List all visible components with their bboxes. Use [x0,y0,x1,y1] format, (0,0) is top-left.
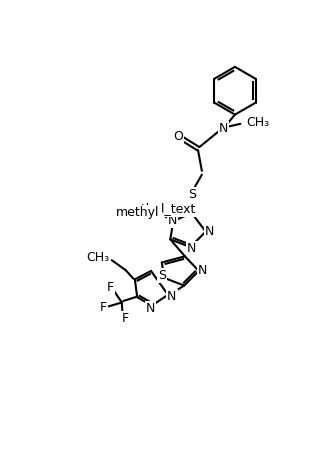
Text: CH₃: CH₃ [86,251,109,264]
Text: methyl: methyl [162,212,167,213]
Text: S: S [188,188,196,201]
Text: CH₃: CH₃ [247,116,270,129]
Text: F: F [122,312,129,325]
Text: N: N [187,242,196,255]
Text: methyl: methyl [118,204,157,213]
Text: methyl: methyl [116,206,160,219]
Text: N: N [205,225,214,238]
Text: N: N [219,122,228,135]
Text: F: F [107,281,114,295]
Text: S: S [158,269,166,282]
Text: N: N [198,265,207,278]
Text: O: O [173,130,183,142]
Text: N: N [168,214,177,227]
Text: N: N [167,290,177,303]
Text: methyl_text: methyl_text [122,203,196,216]
Text: methyl: methyl [158,204,163,206]
Text: N: N [146,302,155,315]
Text: F: F [100,301,107,314]
